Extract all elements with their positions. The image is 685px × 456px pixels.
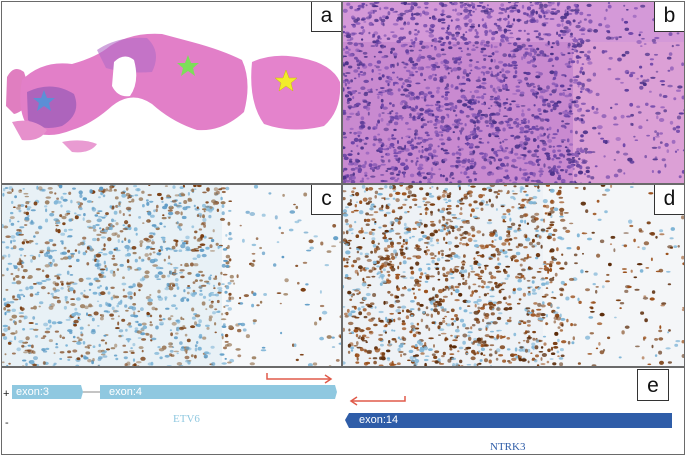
panel-c-ihc: c	[1, 184, 342, 367]
ihc-stain-image-d	[343, 185, 685, 367]
ntrk3-gene-label: NTRK3	[490, 441, 525, 453]
etv6-exon-right-label: exon:4	[109, 386, 142, 398]
ihc-stain-image-c	[2, 185, 342, 367]
panel-d-ihc: d	[342, 184, 685, 367]
fusion-track	[2, 368, 685, 456]
etv6-breakpoint-arrow	[267, 373, 330, 379]
he-high-power-image	[343, 2, 685, 184]
tissue-gap	[112, 56, 136, 96]
panel-label-b: b	[654, 2, 684, 32]
panel-label-d: d	[654, 185, 684, 215]
panel-label-a: a	[311, 2, 341, 32]
panel-e-fusion-diagram: + - exon:3 exon:4 exon:14 ETV6 NTRK3 e	[1, 367, 685, 455]
ntrk3-breakpoint-arrow	[352, 396, 405, 401]
he-low-power-image	[2, 2, 342, 184]
panel-b-he-high-power: b	[342, 1, 685, 184]
panel-label-c: c	[311, 185, 341, 215]
panel-label-e: e	[637, 369, 669, 401]
etv6-gene-label: ETV6	[173, 413, 200, 425]
ntrk3-exon-label: exon:14	[359, 414, 398, 426]
panel-a-he-low-power: a	[1, 1, 342, 184]
etv6-exon-left-label: exon:3	[16, 386, 49, 398]
